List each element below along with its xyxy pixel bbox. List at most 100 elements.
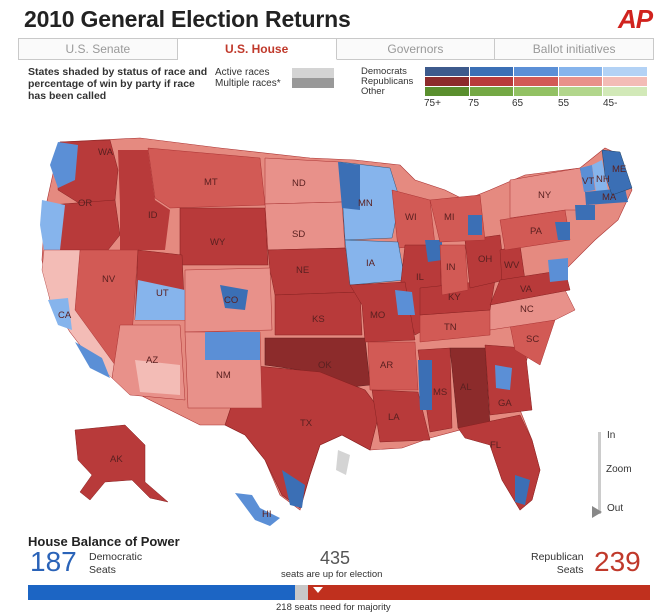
race-tabs: U.S. Senate U.S. House Governors Ballot … <box>18 38 654 60</box>
tab-ballot-initiatives[interactable]: Ballot initiatives <box>495 38 654 60</box>
scale-row-rep <box>425 77 648 86</box>
active-races-label: Active races <box>215 67 270 78</box>
region-az-south[interactable] <box>135 360 180 395</box>
state-label-vt: VT <box>582 176 594 187</box>
state-labels: WA OR ID MT WY ND SD NE KS OK TX NV CA A… <box>58 147 626 520</box>
state-label-ks: KS <box>312 314 325 325</box>
state-label-il: IL <box>416 272 424 283</box>
state-label-id: ID <box>148 210 158 221</box>
us-house-map[interactable]: WA OR ID MT WY ND SD NE KS OK TX NV CA A… <box>20 110 634 530</box>
dem-label-line-2: Seats <box>89 564 116 576</box>
scale-swatch <box>514 67 558 76</box>
region-vt[interactable] <box>580 165 595 192</box>
state-label-nm: NM <box>216 370 231 381</box>
region-tx-active[interactable] <box>336 450 350 475</box>
region-nm-north[interactable] <box>205 332 260 360</box>
majority-marker-icon <box>313 587 323 593</box>
region-mo-east[interactable] <box>395 290 415 315</box>
region-mn-north[interactable] <box>338 162 360 210</box>
dem-label-line-1: Democratic <box>89 551 143 563</box>
state-label-sc: SC <box>526 334 539 345</box>
rep-label-line-2: Seats <box>556 564 584 576</box>
state-label-oh: OH <box>478 254 492 265</box>
scale-swatch <box>603 77 647 86</box>
region-ia[interactable] <box>344 239 406 286</box>
region-ca-south[interactable] <box>75 342 110 378</box>
state-label-mi: MI <box>444 212 455 223</box>
page-title: 2010 General Election Returns <box>24 6 351 32</box>
region-sd[interactable] <box>264 201 346 251</box>
region-in[interactable] <box>439 244 469 296</box>
region-ne[interactable] <box>267 247 361 296</box>
region-ms-delta[interactable] <box>418 360 432 410</box>
state-label-ar: AR <box>380 360 393 371</box>
state-label-ut: UT <box>156 288 169 299</box>
dem-seat-count: 187 <box>30 546 77 577</box>
state-label-tx: TX <box>300 418 313 429</box>
scale-row-other <box>425 87 648 96</box>
tick-label: 75+ <box>424 98 441 109</box>
map-svg[interactable]: WA OR ID MT WY ND SD NE KS OK TX NV CA A… <box>20 110 634 530</box>
region-mt[interactable] <box>147 147 266 209</box>
region-fl-south[interactable] <box>515 475 530 505</box>
region-wa-west[interactable] <box>50 142 78 188</box>
region-wy[interactable] <box>179 207 269 266</box>
state-label-mo: MO <box>370 310 385 321</box>
state-label-nc: NC <box>520 304 534 315</box>
region-id[interactable] <box>118 150 170 250</box>
state-label-va: VA <box>520 284 533 295</box>
zoom-control[interactable]: In Zoom Out <box>590 426 650 526</box>
tab-us-house[interactable]: U.S. House <box>177 38 337 60</box>
zoom-slider-handle-icon[interactable] <box>592 506 602 518</box>
state-label-wi: WI <box>405 212 417 223</box>
region-tx-south[interactable] <box>282 470 305 508</box>
region-ks[interactable] <box>274 291 363 336</box>
tab-governors[interactable]: Governors <box>336 38 496 60</box>
region-or-coast[interactable] <box>40 200 65 250</box>
region-ar[interactable] <box>367 341 419 391</box>
win-percentage-scale <box>425 67 648 97</box>
region-ny-nyc[interactable] <box>575 205 595 220</box>
region-nh[interactable] <box>592 160 608 192</box>
region-tx[interactable] <box>224 364 381 509</box>
state-label-ok: OK <box>318 360 332 371</box>
region-ak[interactable] <box>74 424 169 503</box>
state-label-pa: PA <box>530 226 543 237</box>
region-ga-atlanta[interactable] <box>495 365 512 390</box>
balance-bar-dem <box>28 585 296 600</box>
tick-label: 45- <box>603 98 618 109</box>
zoom-slider-track[interactable] <box>598 432 601 514</box>
scale-swatch <box>425 67 469 76</box>
dem-seat-label: Democratic Seats <box>89 551 142 577</box>
scale-swatch <box>603 67 647 76</box>
party-label-democrats: Democrats <box>361 66 407 77</box>
state-label-mn: MN <box>358 198 373 209</box>
region-il-chicago[interactable] <box>425 240 442 262</box>
party-label-other: Other <box>361 86 385 97</box>
state-label-fl: FL <box>490 440 501 451</box>
region-ut-dem[interactable] <box>135 280 185 320</box>
multiple-races-swatch <box>292 78 334 88</box>
zoom-out-label[interactable]: Out <box>607 503 624 514</box>
state-label-nh: NH <box>596 174 610 185</box>
state-label-sd: SD <box>292 229 305 240</box>
region-me[interactable] <box>601 149 633 196</box>
state-label-ga: GA <box>498 398 512 409</box>
total-seat-count: 435 <box>320 548 351 568</box>
region-hi[interactable] <box>235 493 280 526</box>
state-label-mt: MT <box>204 177 218 188</box>
state-label-az: AZ <box>146 355 158 366</box>
zoom-in-label[interactable]: In <box>607 430 616 441</box>
scale-swatch <box>558 67 603 76</box>
region-ca-bay[interactable] <box>48 298 72 330</box>
region-la[interactable] <box>371 389 431 443</box>
region-pa-philly[interactable] <box>555 222 570 240</box>
state-label-ca: CA <box>58 310 72 321</box>
region-va-north[interactable] <box>548 258 568 282</box>
state-label-hi: HI <box>262 509 272 520</box>
region-mi-detroit[interactable] <box>468 215 482 235</box>
tab-us-senate[interactable]: U.S. Senate <box>18 38 178 60</box>
rep-label-line-1: Republican <box>531 551 584 563</box>
region-co-denver[interactable] <box>220 285 248 310</box>
scale-swatch <box>469 77 514 86</box>
